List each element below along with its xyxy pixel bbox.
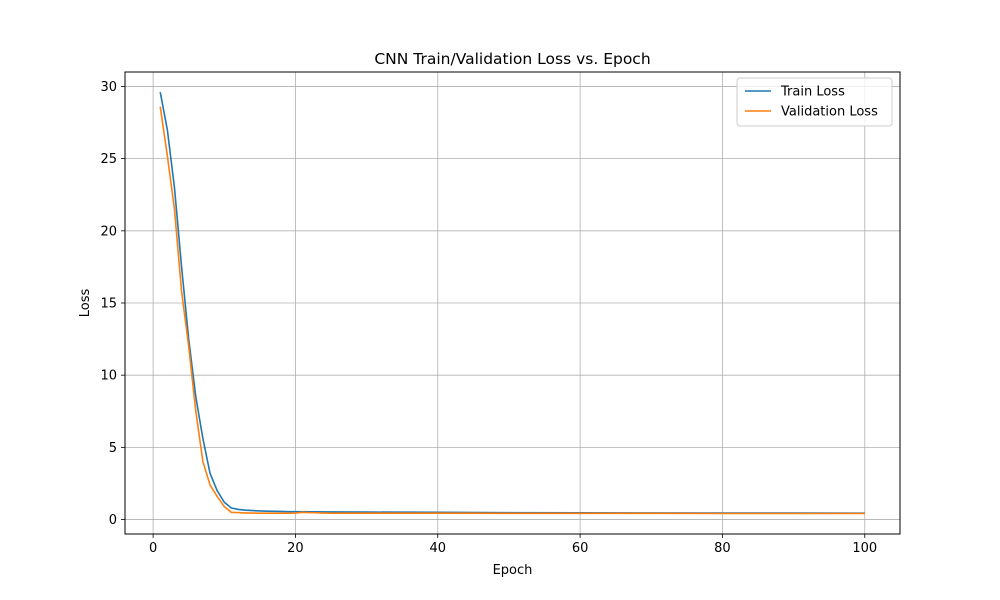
y-tick-label: 15 (100, 297, 117, 312)
y-axis-label: Loss (78, 289, 93, 318)
y-tick-label: 10 (100, 369, 117, 384)
chart-title: CNN Train/Validation Loss vs. Epoch (374, 50, 650, 68)
x-tick-label: 60 (572, 541, 589, 556)
grid (125, 72, 900, 534)
legend: Train Loss Validation Loss (736, 77, 893, 127)
x-tick-label: 80 (714, 541, 731, 556)
y-tick-label: 20 (100, 224, 117, 239)
y-tick-label: 25 (100, 152, 117, 167)
y-tick-label: 5 (109, 441, 117, 456)
x-tick-label: 100 (852, 541, 877, 556)
x-axis: 0 20 40 60 80 100 (149, 534, 877, 556)
legend-label: Validation Loss (781, 105, 878, 120)
legend-label: Train Loss (780, 85, 845, 100)
y-axis: 0 5 10 15 20 25 30 (100, 80, 125, 528)
series-line-validation-loss (159, 106, 865, 515)
x-tick-label: 20 (287, 541, 304, 556)
y-tick-label: 0 (109, 513, 117, 528)
x-tick-label: 40 (430, 541, 447, 556)
x-tick-label: 0 (149, 541, 157, 556)
x-axis-label: Epoch (493, 563, 533, 578)
series-lines (159, 92, 865, 515)
y-tick-label: 30 (100, 80, 117, 95)
legend-box (736, 77, 893, 127)
